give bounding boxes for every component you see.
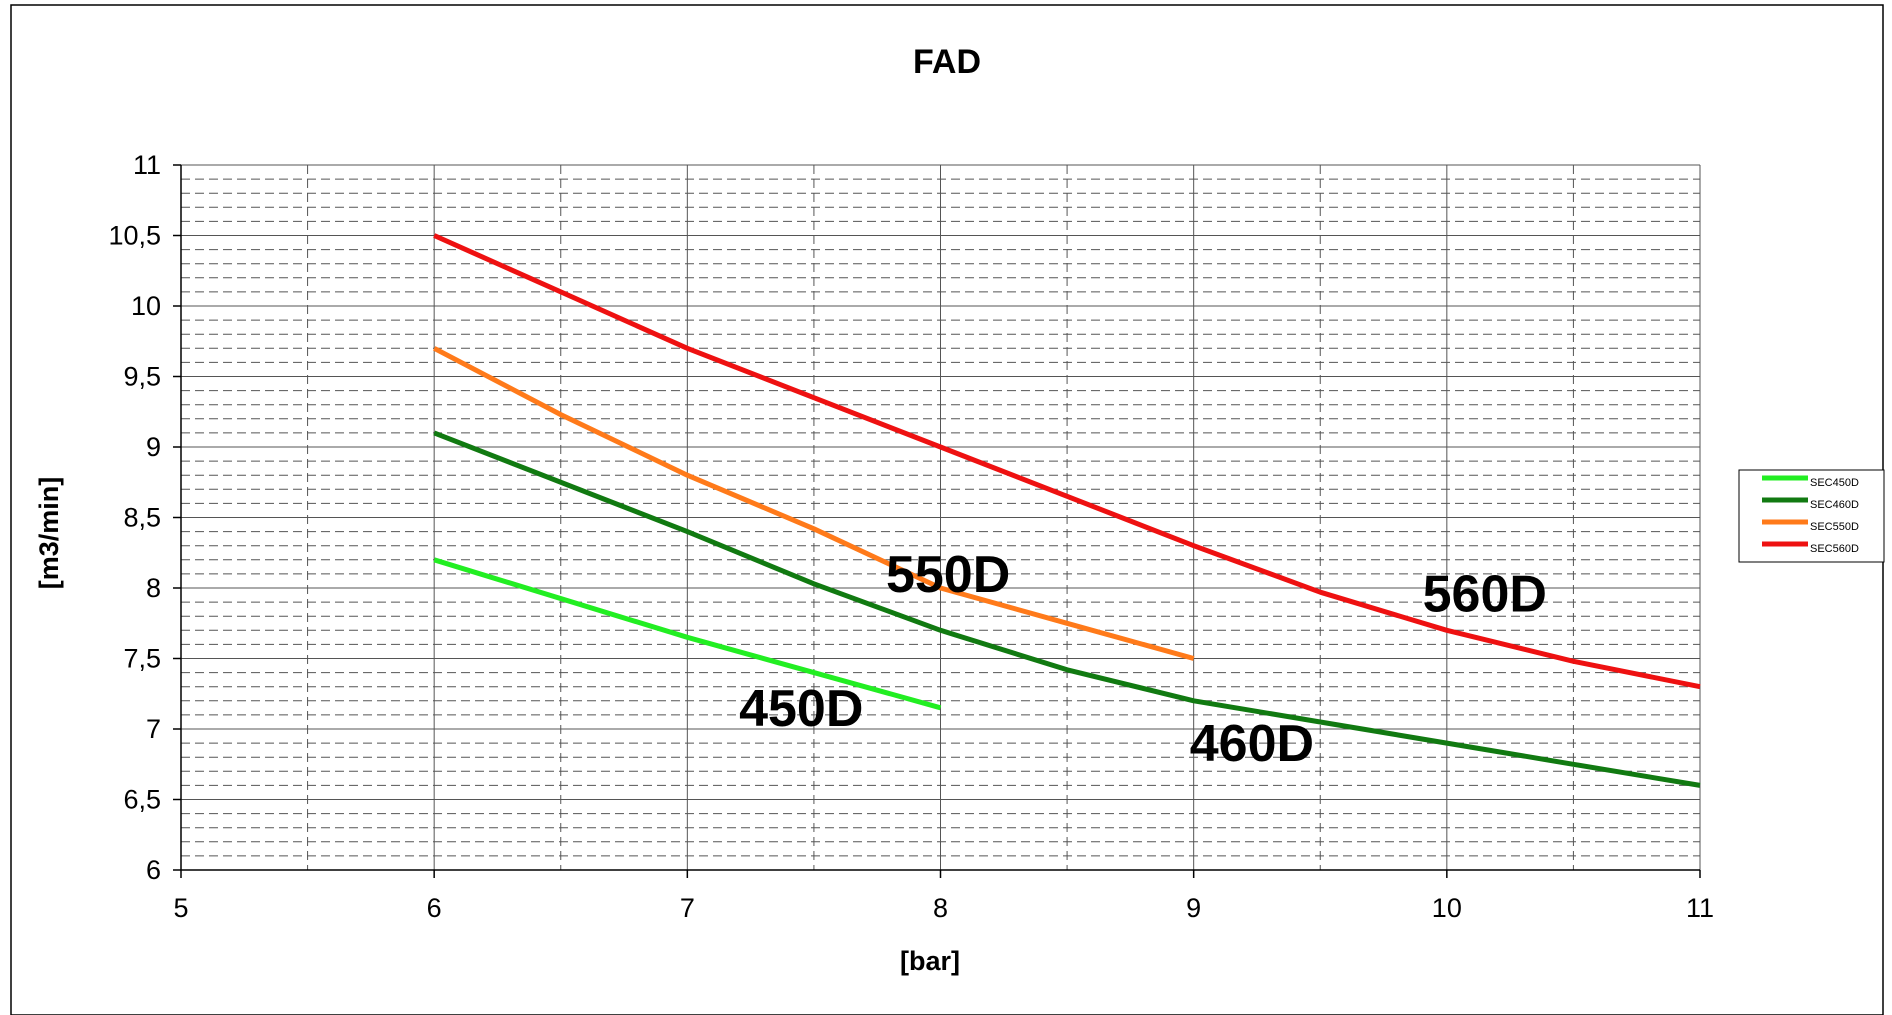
y-tick-label: 10,5	[108, 221, 161, 251]
x-tick-label: 8	[933, 893, 948, 923]
series-lines	[433, 233, 1701, 788]
x-tick-label: 10	[1432, 893, 1462, 923]
legend-box	[1738, 469, 1885, 563]
y-tick-label: 7,5	[123, 644, 161, 674]
chart-frame	[10, 4, 1884, 1015]
x-tick-labels: 5 6 7 8 9 10 11	[173, 893, 1714, 923]
series-line-sec560d	[433, 233, 1701, 690]
y-axis-title: [m3/min]	[34, 477, 64, 590]
plot-axes	[173, 164, 1701, 878]
y-tick-label: 7	[146, 714, 161, 744]
x-tick-label: 11	[1686, 893, 1714, 923]
legend-label-sec560d: SEC560D	[1810, 543, 1859, 555]
series-line-sec550d	[433, 346, 1195, 661]
annotation-550d: 550D	[886, 546, 1010, 604]
legend-label-sec550d: SEC550D	[1810, 521, 1859, 533]
y-tick-labels: 6 6,5 7 7,5 8 8,5 9 9,5 10 10,5 11	[108, 150, 161, 885]
y-tick-label: 8	[146, 573, 161, 603]
y-tick-label: 10	[131, 291, 161, 321]
legend: SEC450D SEC460D SEC550D SEC560D	[1738, 469, 1885, 563]
y-tick-label: 9,5	[123, 362, 161, 392]
y-tick-label: 9	[146, 432, 161, 462]
y-tick-label: 8,5	[123, 503, 161, 533]
series-line-sec460d	[433, 430, 1701, 788]
legend-label-sec450d: SEC450D	[1810, 477, 1859, 489]
x-axis-title: [bar]	[900, 946, 960, 976]
series-line-sec450d	[433, 557, 942, 711]
y-tick-label: 11	[133, 150, 161, 180]
x-tick-label: 5	[173, 893, 188, 923]
annotation-450d: 450D	[739, 680, 863, 738]
series-annotations: 450D 460D 550D 560D	[739, 546, 1547, 773]
x-tick-label: 7	[680, 893, 695, 923]
annotation-560d: 560D	[1423, 566, 1547, 624]
y-tick-label: 6	[146, 855, 161, 885]
y-tick-label: 6,5	[123, 785, 161, 815]
legend-label-sec460d: SEC460D	[1810, 499, 1859, 511]
annotation-460d: 460D	[1190, 715, 1314, 773]
x-tick-label: 6	[427, 893, 442, 923]
chart-title: FAD	[913, 43, 981, 81]
x-tick-label: 9	[1186, 893, 1201, 923]
